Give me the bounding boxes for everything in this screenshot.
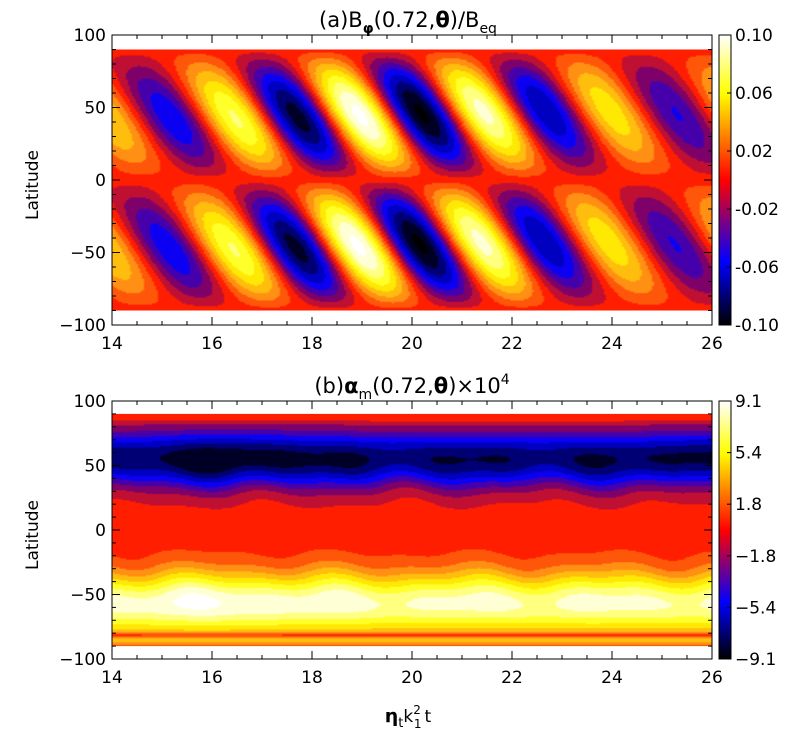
- colorbar-tick-label: 0.06: [735, 84, 773, 104]
- colorbar-tick-label: −5.4: [735, 598, 776, 618]
- x-tick-label: 22: [501, 334, 523, 354]
- panel-b-axes: 14 16 18 20 22 24 26 100 50 0 −50 −100: [59, 392, 723, 688]
- x-tick-label: 20: [401, 334, 423, 354]
- panel-a-colorbar-ticks: 0.10 0.06 0.02 -0.02 -0.06 -0.10: [727, 26, 779, 336]
- panel-b-xlabel: ηtk2 1 t: [385, 703, 432, 731]
- colorbar-tick-label: 0.10: [735, 26, 773, 46]
- y-tick-label: −100: [59, 316, 106, 336]
- panel-b-heatmap: [112, 413, 712, 647]
- panel-a-heatmap: [112, 49, 712, 311]
- x-tick-label: 14: [101, 334, 123, 354]
- panel-b: (b)αm(0.72,θ)×104 14 16 18 20 22 24 26 100 50 0 −5…: [23, 372, 776, 731]
- colorbar-tick-label: 1.8: [735, 495, 762, 515]
- y-tick-label: 50: [84, 457, 106, 477]
- x-tick-label: 22: [501, 668, 523, 688]
- colorbar-tick-label: 0.02: [735, 142, 773, 162]
- colorbar-tick-label: -0.10: [735, 316, 779, 336]
- panel-a-ylabel: Latitude: [23, 150, 43, 220]
- y-tick-label: 100: [74, 26, 106, 46]
- colorbar-tick-label: −9.1: [735, 650, 776, 670]
- y-tick-label: 0: [95, 521, 106, 541]
- x-tick-label: 24: [601, 668, 623, 688]
- x-tick-label: 14: [101, 668, 123, 688]
- panel-b-ylabel: Latitude: [23, 500, 43, 570]
- x-tick-label: 16: [201, 668, 223, 688]
- panel-a-title: (a)Bφ(0.72,θ)/Beq: [319, 8, 497, 37]
- y-tick-label: 100: [74, 392, 106, 412]
- y-tick-label: −50: [70, 244, 106, 264]
- colorbar-tick-label: -0.06: [735, 258, 779, 278]
- colorbar-tick-label: −1.8: [735, 547, 776, 567]
- x-tick-label: 18: [301, 334, 323, 354]
- colorbar-tick-label: 9.1: [735, 392, 762, 412]
- panel-a-axes: 14 16 18 20 22 24 26 100 50 0 −50 −100: [59, 26, 723, 354]
- panel-a: (a)Bφ(0.72,θ)/Beq 14 16 18 20 22 24 26 100 50 0 −5…: [23, 8, 779, 354]
- y-tick-label: 50: [84, 99, 106, 119]
- panel-a-colorbar: [718, 34, 732, 326]
- y-tick-label: −100: [59, 650, 106, 670]
- x-tick-label: 18: [301, 668, 323, 688]
- y-tick-label: 0: [95, 171, 106, 191]
- x-tick-label: 26: [701, 668, 723, 688]
- colorbar-tick-label: 5.4: [735, 444, 762, 464]
- colorbar-tick-label: -0.02: [735, 200, 779, 220]
- y-tick-label: −50: [70, 586, 106, 606]
- x-tick-label: 26: [701, 334, 723, 354]
- panel-b-title: (b)αm(0.72,θ)×104: [314, 372, 509, 403]
- panel-b-colorbar-ticks: 9.1 5.4 1.8 −1.8 −5.4 −9.1: [727, 392, 776, 670]
- x-tick-label: 16: [201, 334, 223, 354]
- x-tick-label: 24: [601, 334, 623, 354]
- x-tick-label: 20: [401, 668, 423, 688]
- panel-b-colorbar: [718, 400, 732, 660]
